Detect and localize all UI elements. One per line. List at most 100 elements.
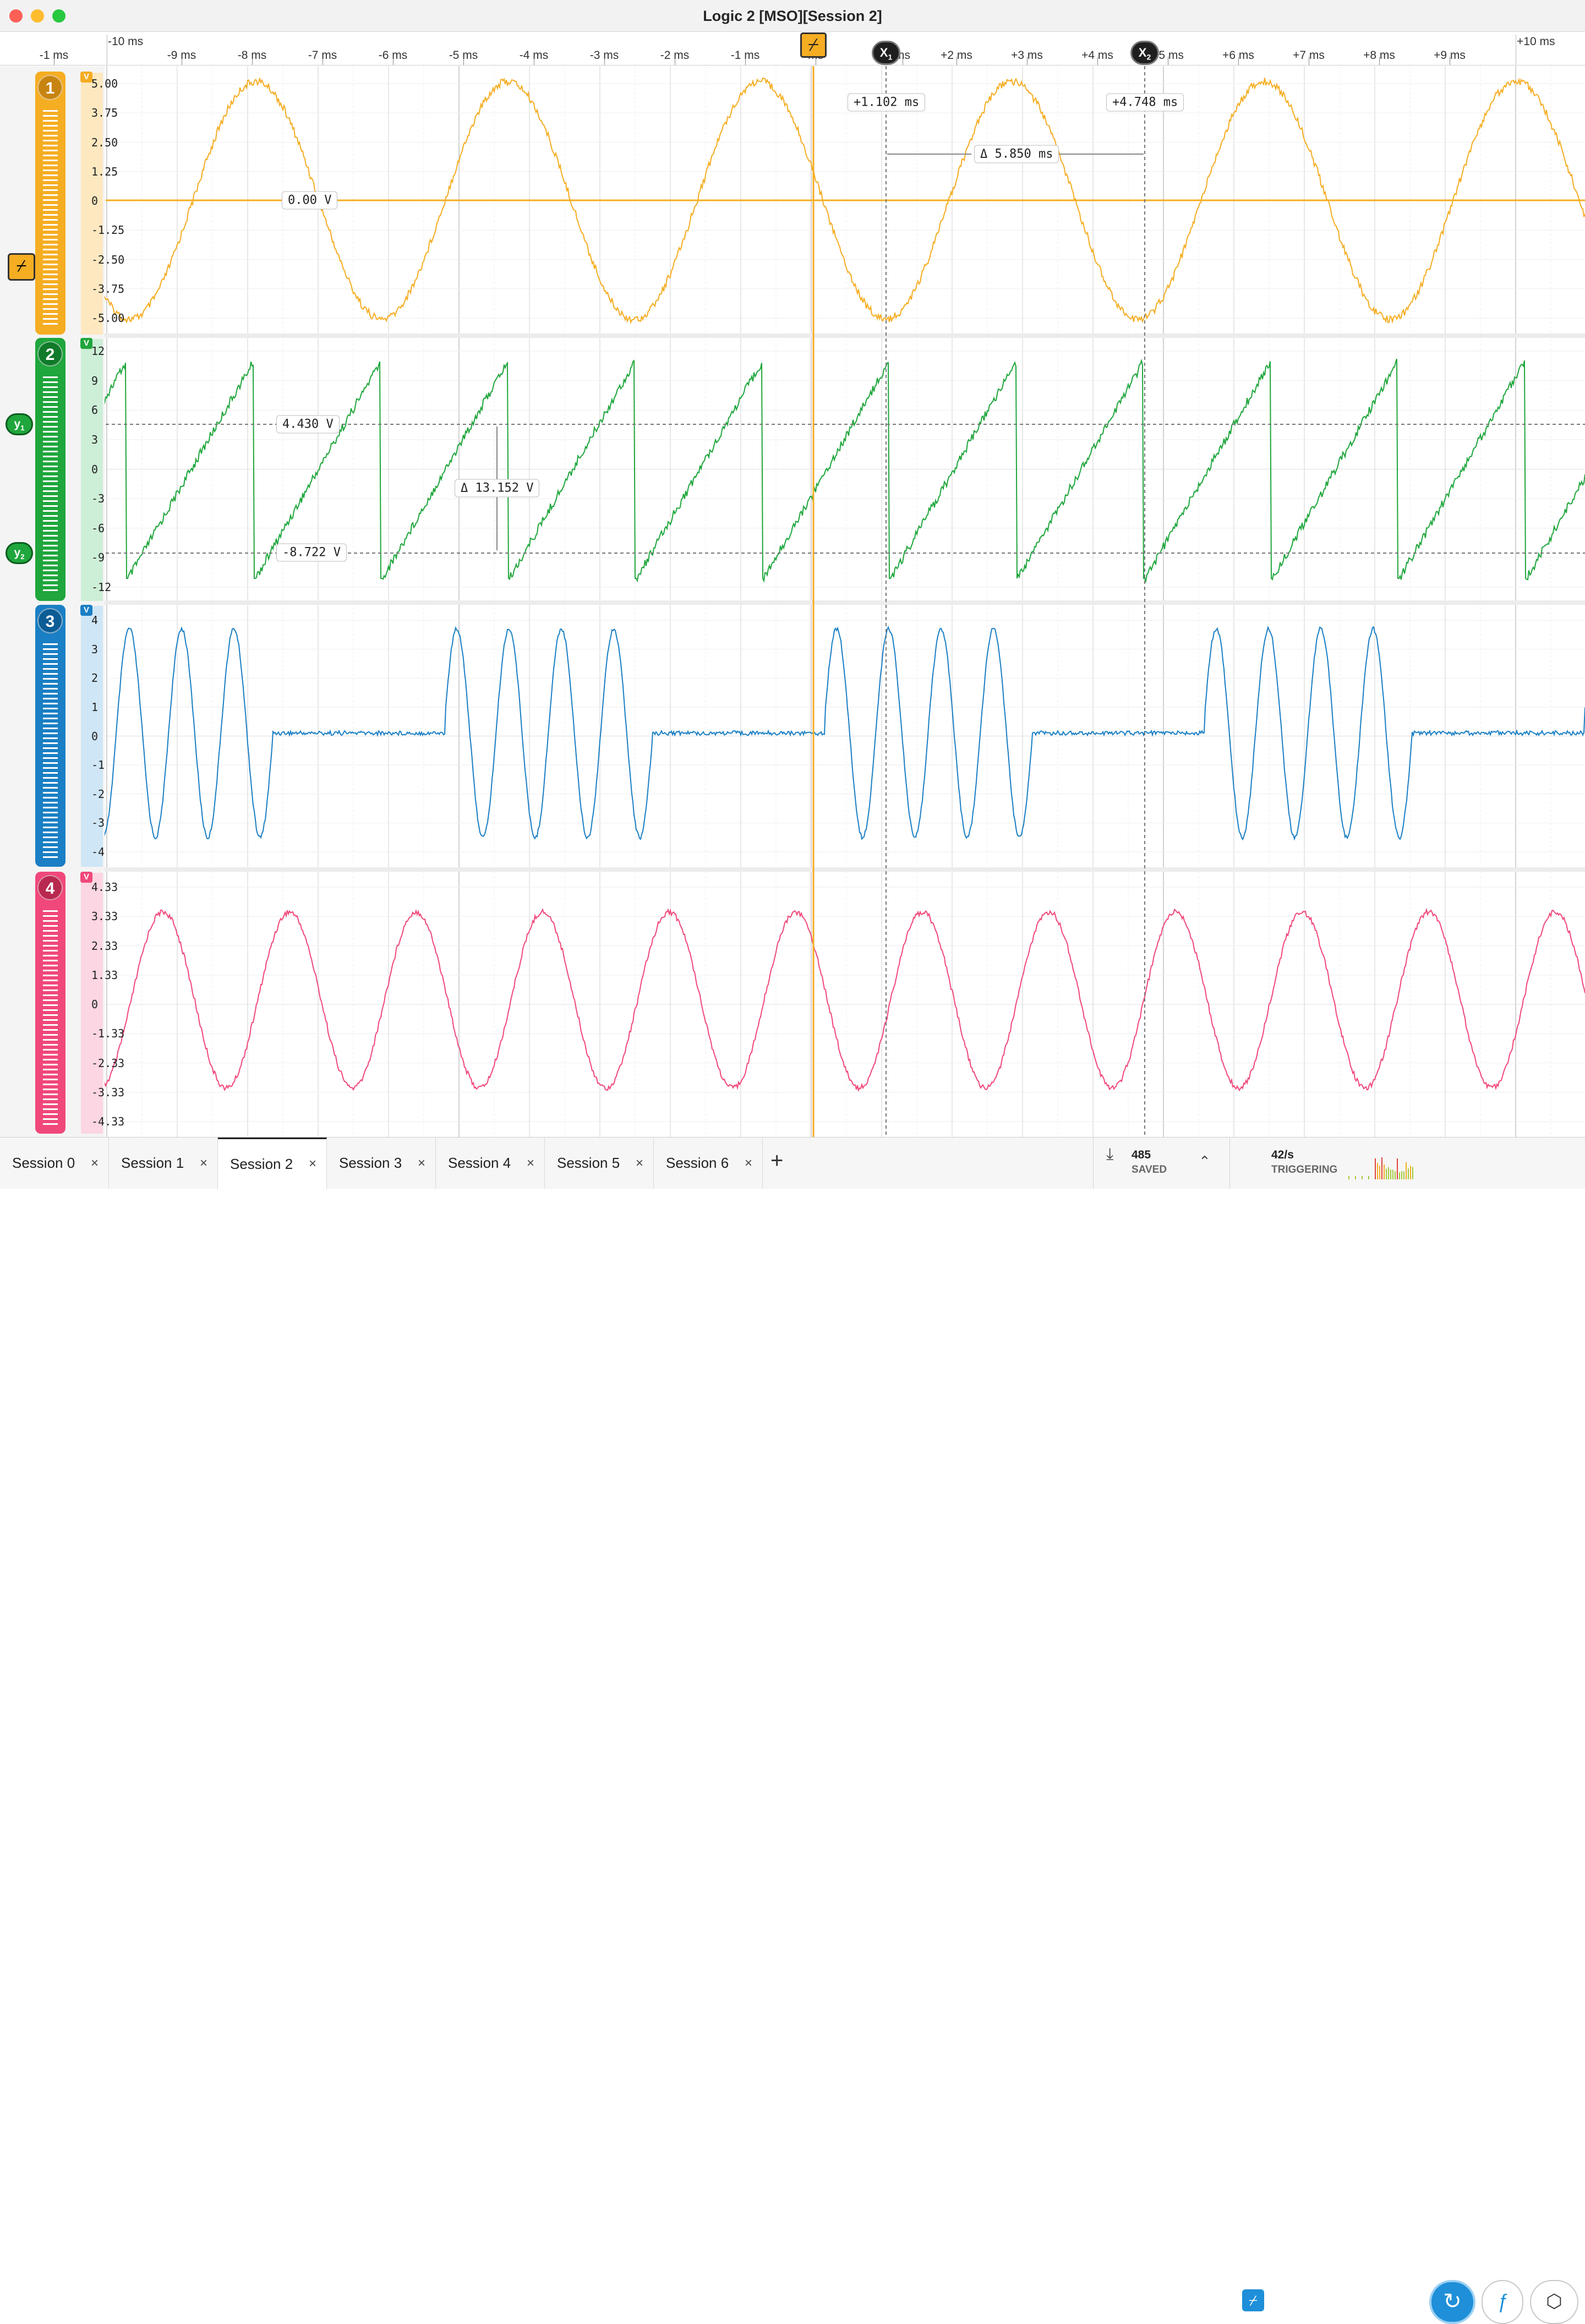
close-tab-icon[interactable]: × [526, 1155, 534, 1171]
y-axis-label: -1 [91, 758, 105, 772]
chevron-up-icon[interactable]: ⌃ [1199, 1153, 1211, 1169]
meter-bar [1410, 1166, 1411, 1179]
ruler-major-label: -10 ms [108, 35, 144, 48]
saved-count: 485 [1132, 1149, 1151, 1161]
meter-bar [1395, 1171, 1396, 1179]
meter-bar [1377, 1163, 1378, 1179]
trigger-level-handle[interactable]: ⌿ [8, 253, 35, 281]
cursor-x-delta: Δ 5.850 ms [974, 145, 1059, 163]
y-axis-label: 12 [91, 345, 105, 358]
y-axis-label: -12 [91, 581, 112, 594]
channel-4-panel: 4 V [0, 870, 105, 1139]
trigger-rate: 42/s [1271, 1149, 1294, 1161]
trigger-level-readout: 0.00 V [282, 191, 338, 210]
channel-2-number: 2 [37, 341, 63, 367]
tab-label: Session 6 [666, 1155, 729, 1171]
measurements-button[interactable]: ƒ [1482, 2280, 1523, 2324]
cursor-x1-handle[interactable]: X1 [872, 41, 900, 65]
meter-bar [1355, 1176, 1356, 1179]
tab-session-3[interactable]: Session 3 × [327, 1138, 436, 1189]
channel-3-bar[interactable]: 3 [35, 605, 65, 867]
close-tab-icon[interactable]: × [635, 1155, 643, 1171]
tab-session-0[interactable]: Session 0 × [0, 1138, 109, 1189]
tab-session-4[interactable]: Session 4 × [436, 1138, 545, 1189]
ruler-tick-label: +8 ms [1363, 49, 1395, 62]
channel-1-waveform [82, 76, 1585, 325]
channel-3-scale-strip[interactable] [81, 606, 103, 867]
tab-session-1[interactable]: Session 1 × [109, 1138, 218, 1189]
channel-1-scale-strip[interactable] [81, 73, 103, 335]
y-axis-label: 1.25 [91, 165, 118, 178]
add-session-button[interactable]: + [770, 1149, 784, 1173]
ruler-tick-label: -9 ms [167, 49, 196, 62]
ruler-tick-label: -6 ms [378, 49, 408, 62]
cursor-y-delta: Δ 13.152 V [455, 479, 540, 497]
ruler-tick-label: +7 ms [1293, 49, 1325, 62]
channel-2-scale-strip[interactable] [81, 339, 103, 601]
y-axis-label: 3 [91, 642, 99, 656]
meter-bar [1379, 1166, 1380, 1179]
meter-bar [1401, 1171, 1402, 1179]
session-tab-bar: Session 0 × Session 1 × Session 2 × Session 3 ×… [0, 1137, 1585, 2324]
channel-4-scale-strip[interactable] [81, 873, 103, 1134]
minimize-window-button[interactable] [31, 9, 44, 23]
y-axis-label: 0 [91, 998, 99, 1011]
meter-bar [1381, 1157, 1382, 1179]
close-window-button[interactable] [9, 9, 23, 23]
meter-bar [1412, 1167, 1413, 1179]
tab-session-2[interactable]: Session 2 × [218, 1138, 327, 1189]
channel-2-unit: V [80, 338, 92, 349]
window-title: Logic 2 [MSO][Session 2] [703, 8, 882, 24]
tab-label: Session 0 [12, 1155, 75, 1171]
maximize-window-button[interactable] [52, 9, 65, 23]
extensions-button[interactable]: ⬡ [1530, 2280, 1578, 2324]
channel-2-bar[interactable]: 2 [35, 338, 65, 601]
download-icon: ⤓ [1106, 1145, 1114, 1163]
trigger-position-marker[interactable]: ⌿ [800, 32, 827, 58]
close-tab-icon[interactable]: × [199, 1155, 207, 1171]
title-bar: Logic 2 [MSO][Session 2] [0, 0, 1585, 32]
cursor-x2-handle[interactable]: X2 [1130, 41, 1159, 65]
y-axis-label: 2.33 [91, 939, 118, 953]
channel-4-number: 4 [37, 875, 63, 900]
channel-3-waveform [65, 625, 1585, 841]
ruler-tick-label: -1 ms [730, 49, 760, 62]
channel-2-waveform [71, 358, 1585, 584]
ruler-tick-label: -3 ms [589, 49, 619, 62]
meter-bar [1386, 1168, 1387, 1179]
tab-session-5[interactable]: Session 5 × [545, 1138, 654, 1189]
y-axis-label: 4 [91, 614, 99, 627]
y-axis-label: 0 [91, 462, 99, 476]
y-axis-label: -3 [91, 816, 105, 830]
y-axis-label: 5.00 [91, 77, 118, 90]
waveforms [33, 66, 1585, 1139]
close-tab-icon[interactable]: × [90, 1155, 99, 1171]
tab-session-6[interactable]: Session 6 × [654, 1138, 763, 1189]
ruler-tick-label: +4 ms [1081, 49, 1113, 62]
tab-label: Session 4 [448, 1155, 511, 1171]
meter-bar [1408, 1168, 1409, 1179]
cursor-y1-handle[interactable]: y1 [6, 413, 33, 435]
close-tab-icon[interactable]: × [417, 1155, 425, 1171]
close-tab-icon[interactable]: × [744, 1155, 752, 1171]
cursor-y2-handle[interactable]: y2 [6, 542, 33, 564]
close-tab-icon[interactable]: × [308, 1156, 316, 1171]
channel-1-bar[interactable]: 1 [35, 72, 65, 335]
channel-4-unit: V [80, 872, 92, 883]
y-axis-label: -1.25 [91, 223, 125, 237]
y-axis-label: 3.75 [91, 106, 118, 120]
y-axis-label: 1.33 [91, 968, 118, 982]
time-ruler[interactable]: -1 ms -9 ms -8 ms -7 ms -6 ms -5 ms -4 ms -3 ms… [0, 32, 1585, 65]
meter-bar [1406, 1162, 1407, 1179]
channel-4-waveform [71, 907, 1585, 1092]
loop-capture-button[interactable]: ↻ [1429, 2280, 1475, 2324]
channel-1-unit: V [80, 72, 92, 83]
ruler-major-label: +10 ms [1517, 35, 1555, 48]
ruler-tick-label: -7 ms [308, 49, 337, 62]
meter-bar [1397, 1158, 1398, 1179]
waveform-area[interactable]: 1 V 2 V 3 V 4 V 5.00 3.75 2.50 1.25 0 -1.25 -2… [0, 66, 1585, 1139]
y-axis-label: -4 [91, 845, 105, 858]
channel-3-number: 3 [37, 608, 63, 633]
channel-4-bar[interactable]: 4 [35, 872, 65, 1134]
channel-1-number: 1 [37, 75, 63, 100]
